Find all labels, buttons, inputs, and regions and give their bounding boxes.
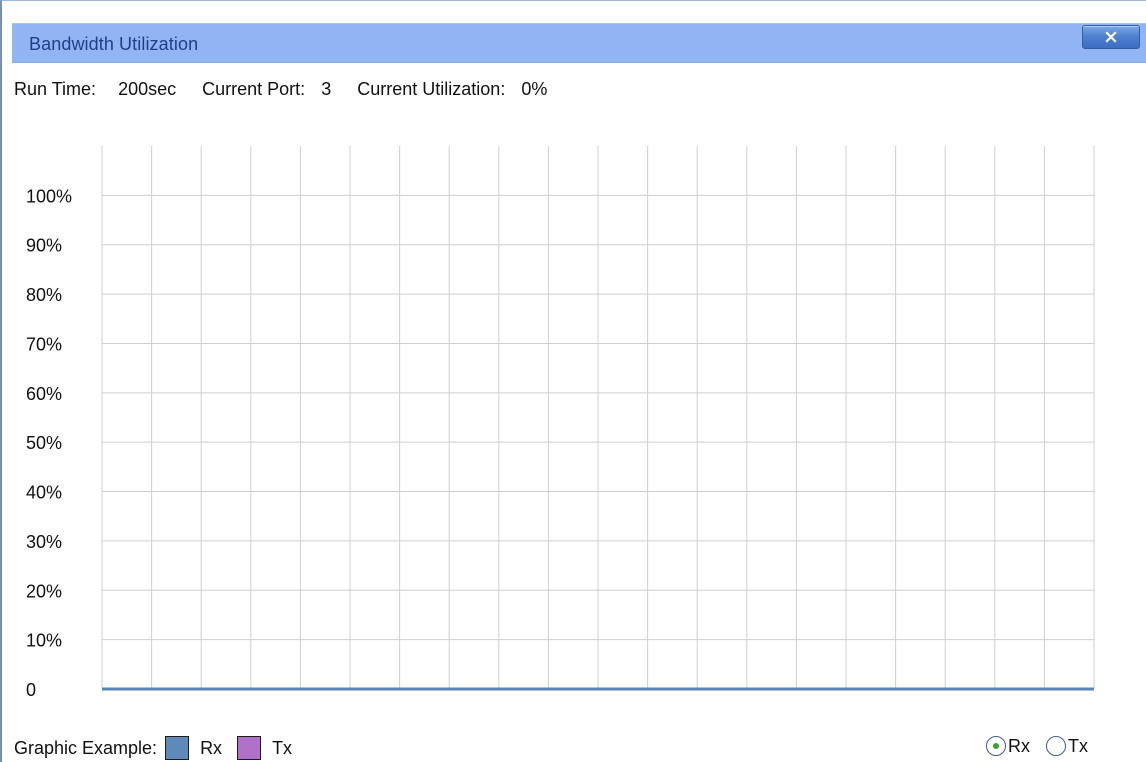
- rx-radio-button[interactable]: [986, 736, 1006, 756]
- y-axis-tick-label: 10%: [26, 631, 62, 651]
- rx-radio-label: Rx: [1008, 735, 1030, 756]
- close-icon: [1083, 26, 1139, 48]
- rx-legend-swatch: [165, 736, 190, 760]
- tx-radio-label: Tx: [1068, 735, 1088, 756]
- bandwidth-chart: 0 10% 20% 30% 40% 50% 60% 70% 80% 90% 100%: [2, 121, 1146, 721]
- tx-legend-swatch: [237, 736, 262, 760]
- rx-tx-selector: Rx Tx: [970, 734, 1088, 758]
- rx-radio-option[interactable]: Rx: [986, 736, 1030, 757]
- y-axis-tick-label: 50%: [26, 433, 62, 453]
- current-utilization-value: 0%: [521, 79, 548, 99]
- y-axis-tick-label: 0: [26, 680, 36, 700]
- tx-radio-option[interactable]: Tx: [1046, 736, 1088, 757]
- y-axis-tick-label: 20%: [26, 581, 62, 601]
- y-axis-tick-label: 80%: [26, 285, 62, 305]
- current-utilization-label: Current Utilization:: [357, 79, 506, 99]
- window-titlebar: Bandwidth Utilization: [12, 23, 1146, 63]
- y-axis-tick-label: 40%: [26, 483, 62, 503]
- current-port-label: Current Port:: [202, 79, 306, 99]
- status-line: Run Time: 200sec Current Port: 3 Current…: [14, 79, 547, 103]
- rx-legend-label: Rx: [200, 737, 223, 758]
- y-axis-tick-label: 30%: [26, 532, 62, 552]
- current-port-value: 3: [321, 79, 332, 99]
- legend-label: Graphic Example:: [14, 737, 158, 758]
- graphic-example-legend: Graphic Example: Rx Tx: [14, 736, 303, 760]
- run-time-label: Run Time:: [14, 79, 97, 99]
- y-axis-tick-label: 70%: [26, 334, 62, 354]
- y-axis-tick-label: 60%: [26, 384, 62, 404]
- y-axis-tick-label: 90%: [26, 236, 62, 256]
- chart-svg: 0 10% 20% 30% 40% 50% 60% 70% 80% 90% 100%: [26, 146, 1095, 700]
- tx-radio-button[interactable]: [1046, 736, 1066, 756]
- y-axis-tick-label: 100%: [26, 186, 72, 206]
- tx-legend-label: Tx: [272, 737, 293, 758]
- run-time-value: 200sec: [118, 79, 177, 99]
- window-title: Bandwidth Utilization: [29, 34, 199, 54]
- close-button[interactable]: [1082, 25, 1140, 49]
